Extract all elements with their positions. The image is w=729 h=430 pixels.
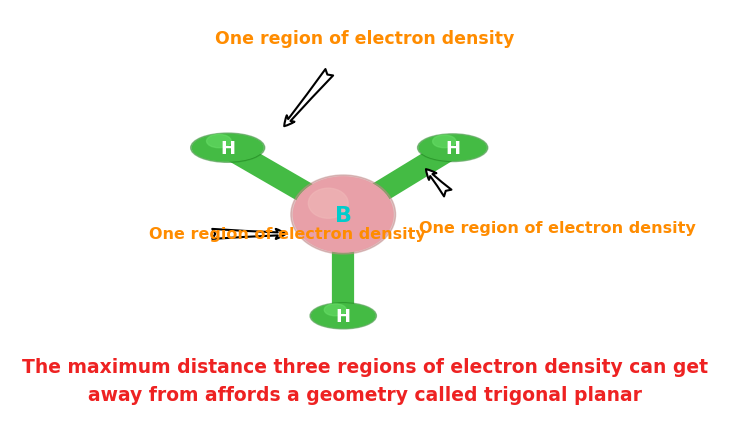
Ellipse shape (311, 304, 375, 328)
Text: H: H (445, 139, 460, 157)
Text: H: H (220, 139, 235, 157)
Text: B: B (335, 205, 351, 225)
Text: One region of electron density: One region of electron density (149, 227, 426, 242)
Ellipse shape (418, 135, 488, 162)
Text: One region of electron density: One region of electron density (419, 221, 696, 235)
Ellipse shape (308, 189, 348, 219)
Ellipse shape (432, 136, 456, 148)
Ellipse shape (291, 175, 396, 255)
Ellipse shape (293, 178, 393, 252)
Text: One region of electron density: One region of electron density (215, 30, 514, 48)
Ellipse shape (324, 304, 346, 316)
Ellipse shape (310, 303, 376, 329)
Text: H: H (336, 307, 351, 325)
Ellipse shape (191, 134, 265, 163)
Text: The maximum distance three regions of electron density can get
away from affords: The maximum distance three regions of el… (21, 357, 708, 404)
Ellipse shape (206, 135, 231, 148)
Ellipse shape (192, 135, 263, 162)
Ellipse shape (419, 136, 486, 161)
